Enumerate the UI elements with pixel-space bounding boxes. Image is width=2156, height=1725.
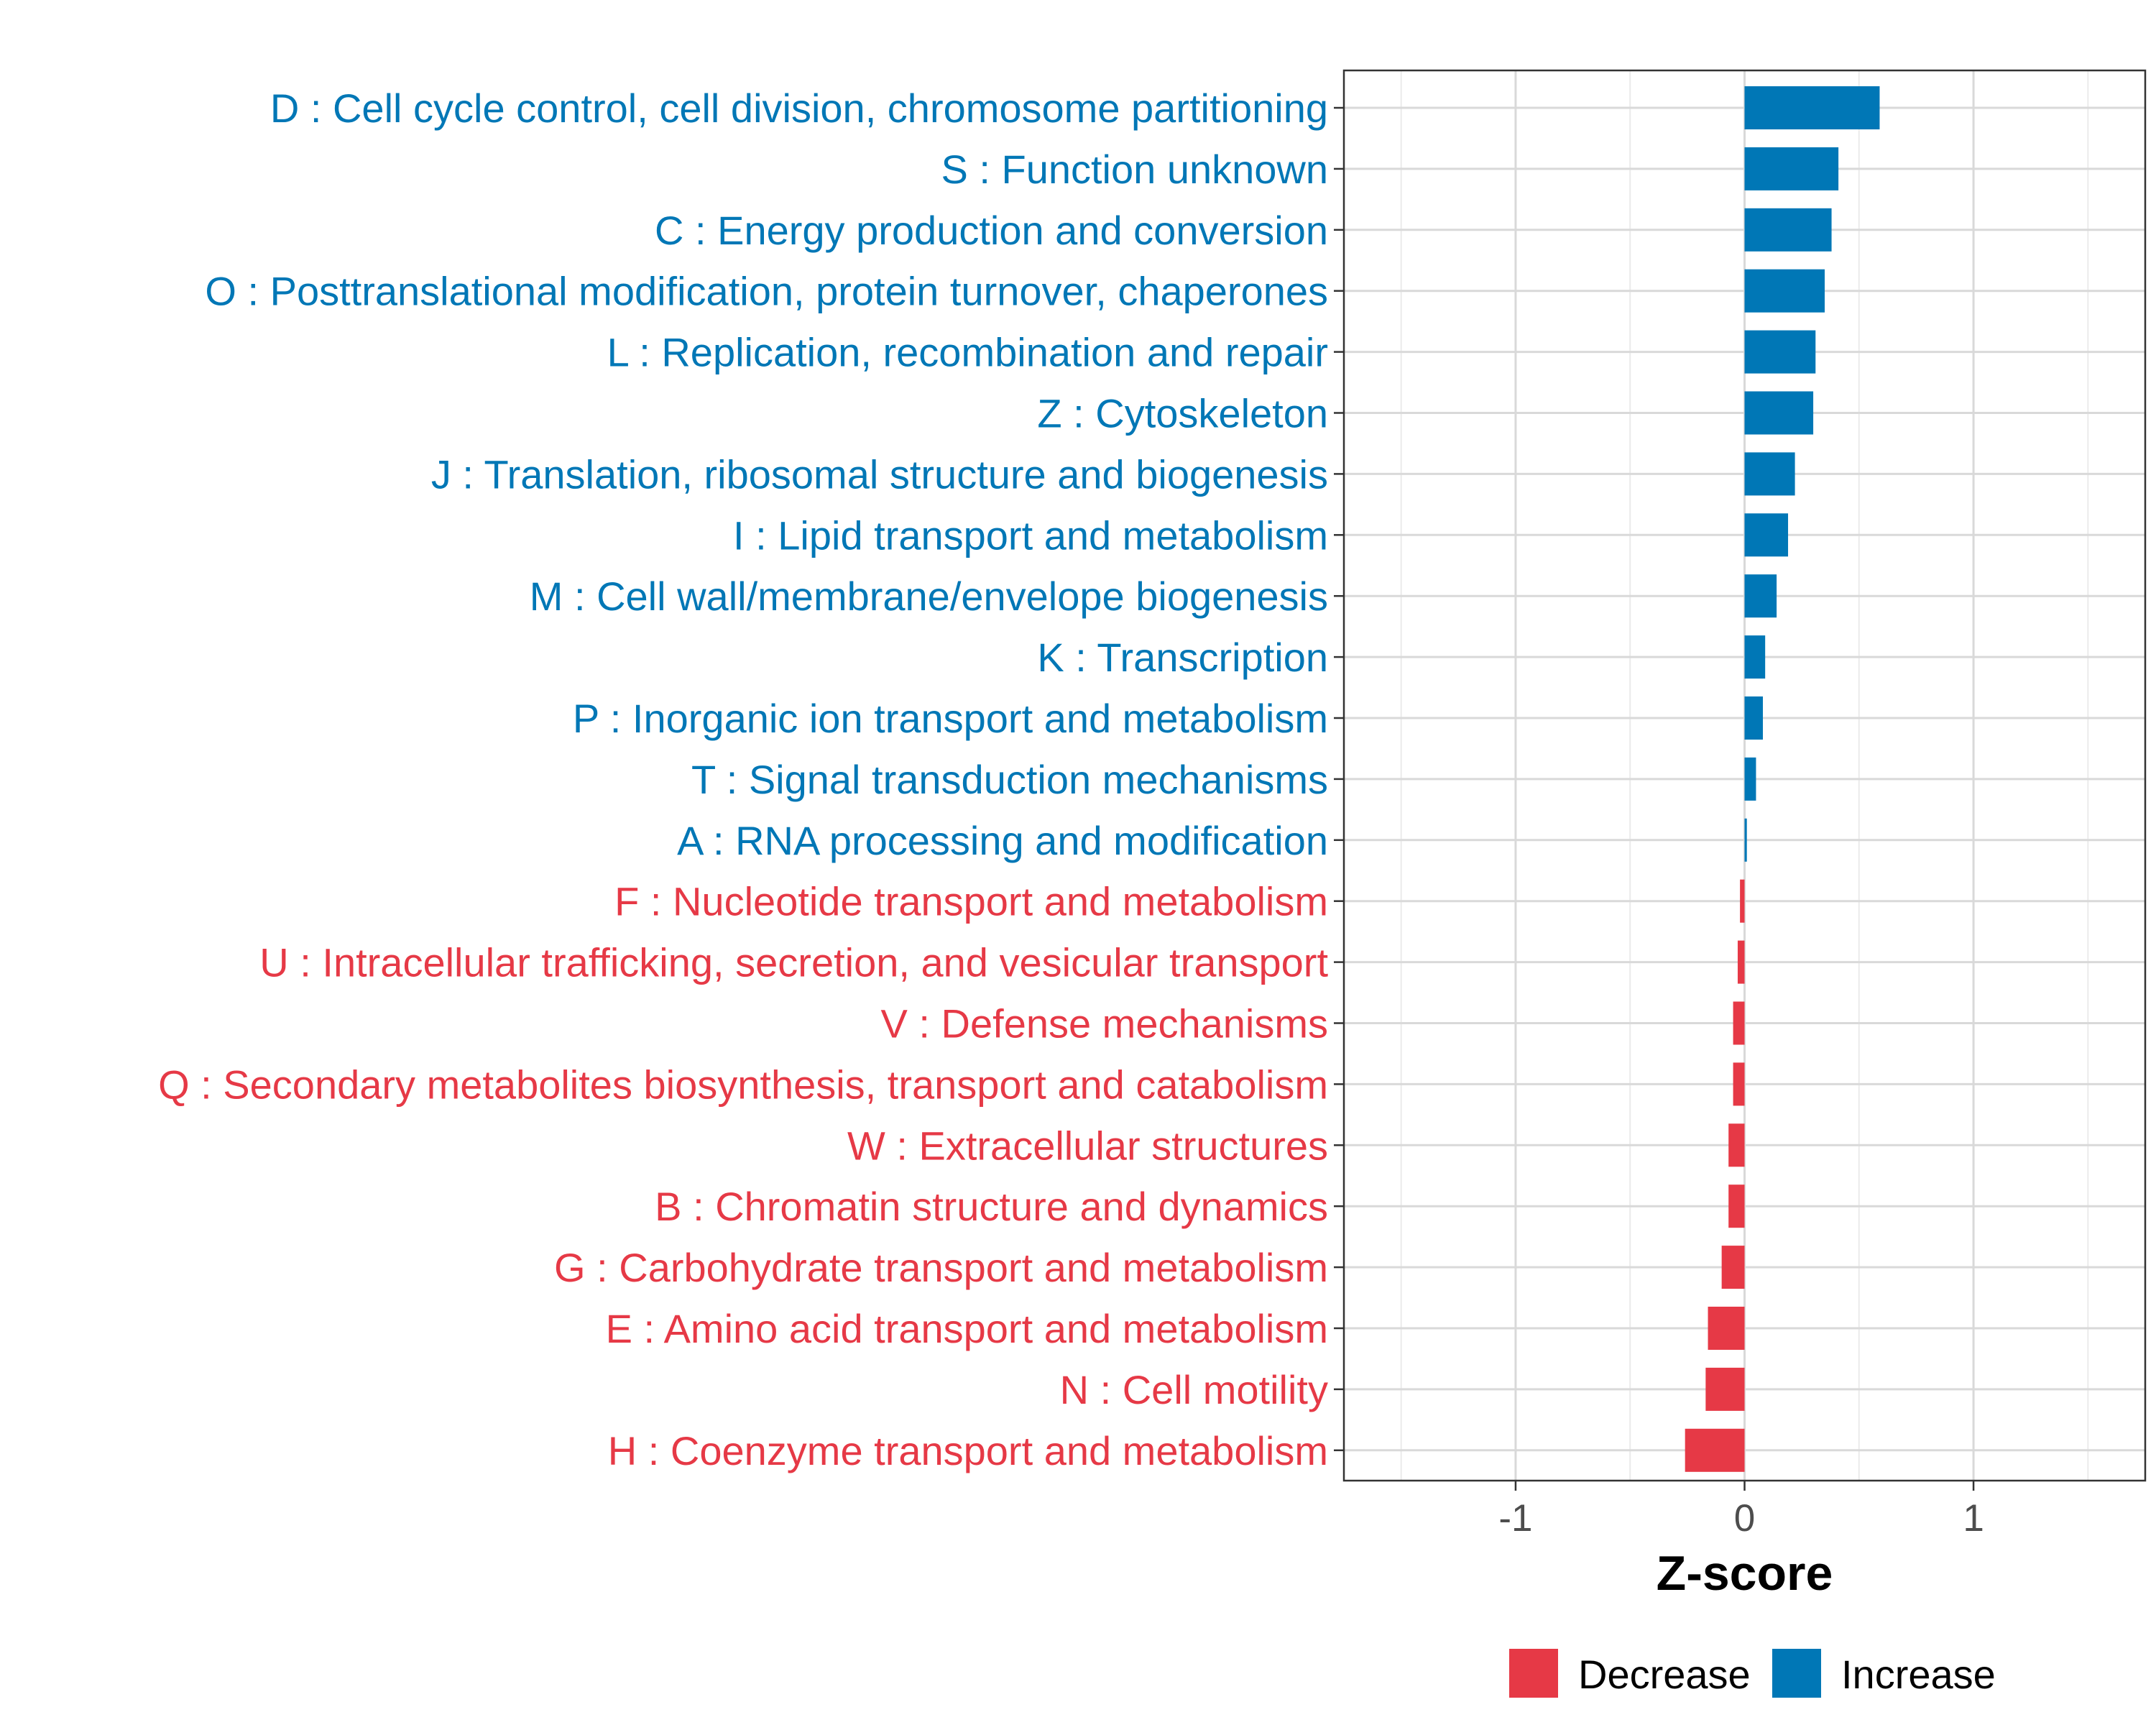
category-label: K : Transcription xyxy=(1037,635,1328,680)
bar-s xyxy=(1744,147,1839,190)
category-label: H : Coenzyme transport and metabolism xyxy=(608,1428,1328,1473)
category-label: W : Extracellular structures xyxy=(847,1123,1328,1168)
bar-w xyxy=(1728,1123,1745,1167)
category-label: E : Amino acid transport and metabolism xyxy=(606,1306,1328,1351)
category-labels: D : Cell cycle control, cell division, c… xyxy=(158,86,1328,1473)
bar-z xyxy=(1744,391,1814,435)
bar-b xyxy=(1728,1184,1745,1228)
bar-i xyxy=(1744,513,1789,557)
x-axis-title: Z-score xyxy=(1657,1546,1833,1601)
legend-label-decrease: Decrease xyxy=(1578,1652,1751,1697)
category-label: P : Inorganic ion transport and metaboli… xyxy=(573,696,1328,741)
bar-n xyxy=(1705,1367,1745,1411)
bars xyxy=(1685,86,1880,1472)
bar-g xyxy=(1721,1246,1745,1289)
bar-u xyxy=(1737,940,1745,984)
x-tick-label: 0 xyxy=(1734,1497,1755,1540)
category-label: I : Lipid transport and metabolism xyxy=(733,512,1328,558)
category-label: S : Function unknown xyxy=(941,147,1328,192)
category-label: T : Signal transduction mechanisms xyxy=(691,757,1328,802)
legend-label-increase: Increase xyxy=(1841,1652,1996,1697)
category-label: O : Posttranslational modification, prot… xyxy=(205,269,1328,314)
x-tick-label: -1 xyxy=(1498,1497,1532,1540)
bar-t xyxy=(1744,757,1756,801)
legend: Decrease Increase xyxy=(1509,1649,1996,1698)
category-label: Z : Cytoskeleton xyxy=(1037,391,1328,436)
bar-o xyxy=(1744,269,1825,313)
category-label: A : RNA processing and modification xyxy=(677,818,1328,863)
bar-e xyxy=(1708,1307,1745,1350)
bar-v xyxy=(1733,1001,1745,1045)
category-label: L : Replication, recombination and repai… xyxy=(607,330,1328,375)
legend-swatch-decrease xyxy=(1509,1649,1558,1698)
category-label: B : Chromatin structure and dynamics xyxy=(655,1184,1328,1229)
legend-swatch-increase xyxy=(1772,1649,1821,1698)
category-label: V : Defense mechanisms xyxy=(881,1001,1328,1046)
bar-f xyxy=(1740,879,1745,923)
bar-q xyxy=(1733,1062,1745,1106)
category-label: N : Cell motility xyxy=(1060,1367,1328,1412)
category-label: U : Intracellular trafficking, secretion… xyxy=(259,940,1328,985)
bar-j xyxy=(1744,452,1795,496)
category-label: G : Carbohydrate transport and metabolis… xyxy=(554,1245,1328,1290)
category-label: M : Cell wall/membrane/envelope biogenes… xyxy=(530,574,1328,619)
y-axis-ticks xyxy=(1334,106,1344,1452)
bar-c xyxy=(1744,208,1832,252)
category-label: C : Energy production and conversion xyxy=(655,208,1328,253)
category-label: J : Translation, ribosomal structure and… xyxy=(431,451,1328,497)
bar-d xyxy=(1744,86,1880,129)
category-label: F : Nucleotide transport and metabolism xyxy=(614,879,1328,924)
category-label: D : Cell cycle control, cell division, c… xyxy=(270,86,1328,131)
category-label: Q : Secondary metabolites biosynthesis, … xyxy=(158,1062,1328,1107)
bar-a xyxy=(1744,818,1747,862)
bar-m xyxy=(1744,574,1777,618)
x-axis-ticks: -1 0 1 xyxy=(1498,1481,1984,1540)
bar-h xyxy=(1685,1428,1745,1472)
bar-l xyxy=(1744,330,1816,374)
x-tick-label: 1 xyxy=(1963,1497,1984,1540)
bar-k xyxy=(1744,635,1766,679)
bar-p xyxy=(1744,696,1763,740)
